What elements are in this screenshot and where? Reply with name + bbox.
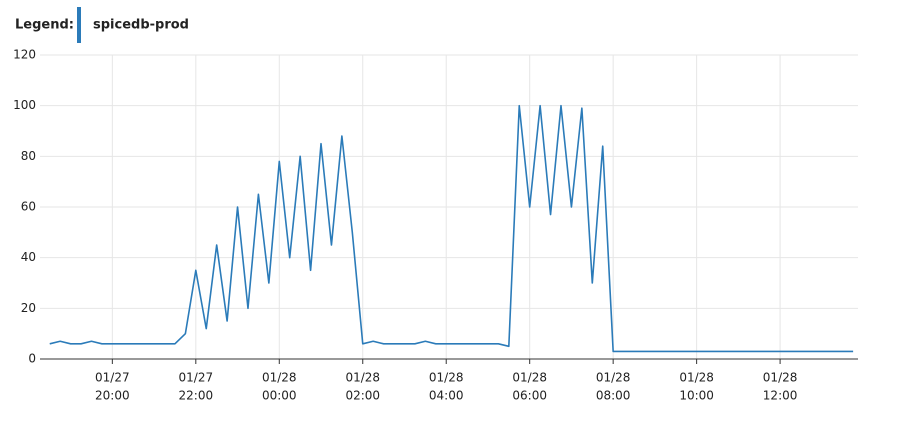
x-tick-label: 01/28	[429, 371, 464, 385]
x-tick-label: 01/28	[512, 371, 547, 385]
y-tick-label: 100	[13, 98, 36, 112]
x-tick-label: 04:00	[429, 389, 464, 403]
x-tick-label: 01/27	[179, 371, 214, 385]
legend-entry: spicedb-prod	[93, 18, 189, 33]
series-line	[49, 104, 854, 353]
y-tick-label: 60	[21, 200, 36, 214]
y-tick-label: 40	[21, 250, 36, 264]
x-tick-label: 22:00	[179, 389, 214, 403]
y-tick-label: 80	[21, 149, 36, 163]
x-tick-label: 01/28	[262, 371, 297, 385]
y-tick-label: 0	[28, 352, 36, 366]
y-tick-label: 20	[21, 301, 36, 315]
x-tick-label: 01/28	[596, 371, 631, 385]
x-tick-label: 02:00	[345, 389, 380, 403]
x-tick-label: 20:00	[95, 389, 130, 403]
x-tick-label: 12:00	[763, 389, 798, 403]
x-tick-label: 00:00	[262, 389, 297, 403]
x-tick-label: 01/28	[679, 371, 714, 385]
x-tick-label: 01/27	[95, 371, 130, 385]
x-tick-label: 01/28	[763, 371, 798, 385]
x-tick-label: 10:00	[679, 389, 714, 403]
x-tick-label: 08:00	[596, 389, 631, 403]
x-tick-label: 06:00	[512, 389, 547, 403]
legend-label: Legend:	[15, 18, 74, 33]
legend-swatch	[77, 7, 81, 43]
y-tick-label: 120	[13, 48, 36, 62]
x-tick-label: 01/28	[345, 371, 380, 385]
